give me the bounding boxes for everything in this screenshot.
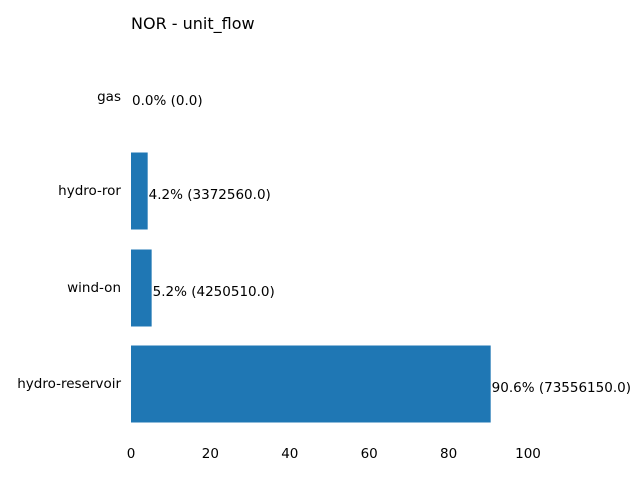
category-label-gas: gas — [97, 89, 121, 105]
value-label-wind-on: 5.2% (4250510.0) — [153, 284, 275, 300]
category-label-hydro-reservoir: hydro-reservoir — [17, 376, 121, 392]
x-tick-80: 80 — [440, 446, 457, 462]
bar-hydro-reservoir — [131, 345, 491, 423]
chart-title: NOR - unit_flow — [131, 14, 255, 34]
x-tick-40: 40 — [281, 446, 298, 462]
bar-hydro-ror — [131, 152, 148, 230]
value-label-hydro-reservoir: 90.6% (73556150.0) — [492, 380, 631, 396]
x-tick-0: 0 — [127, 446, 136, 462]
x-tick-20: 20 — [202, 446, 219, 462]
value-label-hydro-ror: 4.2% (3372560.0) — [149, 187, 271, 203]
category-label-hydro-ror: hydro-ror — [58, 183, 121, 199]
bar-wind-on — [131, 249, 152, 327]
value-labels: 0.0% (0.0) 4.2% (3372560.0) 5.2% (4250510.… — [132, 93, 631, 396]
x-tick-60: 60 — [361, 446, 378, 462]
x-tick-100: 100 — [515, 446, 541, 462]
bars-group — [131, 152, 491, 423]
category-label-wind-on: wind-on — [67, 280, 121, 296]
x-axis-ticks: 0 20 40 60 80 100 — [127, 446, 541, 462]
category-labels: gas hydro-ror wind-on hydro-reservoir — [17, 89, 121, 392]
value-label-gas: 0.0% (0.0) — [132, 93, 203, 109]
